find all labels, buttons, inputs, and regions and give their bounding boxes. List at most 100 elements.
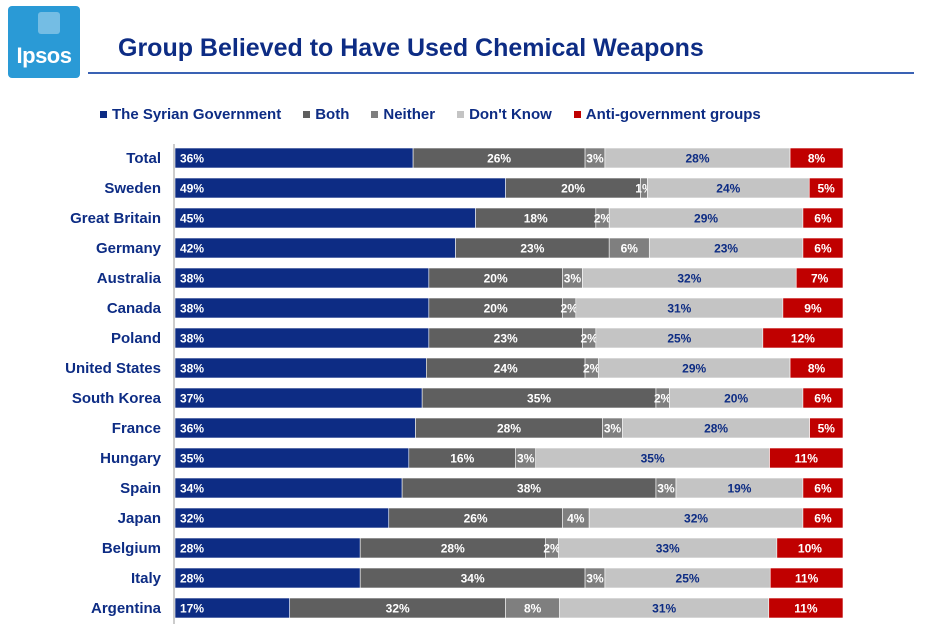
data-label: 35% <box>527 392 551 406</box>
category-label: Japan <box>118 510 161 527</box>
data-label: 28% <box>497 422 521 436</box>
data-label: 5% <box>817 182 835 196</box>
data-label: 38% <box>180 302 204 316</box>
data-label: 2% <box>560 302 578 316</box>
legend-swatch <box>100 110 107 118</box>
data-label: 26% <box>464 512 488 526</box>
bar-segment <box>174 507 390 529</box>
data-label: 31% <box>652 602 676 616</box>
data-label: 31% <box>667 302 691 316</box>
data-label: 8% <box>808 362 826 376</box>
legend-label: The Syrian Government <box>112 105 282 123</box>
data-label: 32% <box>180 512 204 526</box>
category-label: France <box>112 420 161 437</box>
data-label: 29% <box>694 212 718 226</box>
ipsos-logo: Ipsos <box>8 6 80 78</box>
data-label: 6% <box>814 482 832 496</box>
chart-legend: The Syrian Government Both Neither Don't Kn… <box>100 104 783 124</box>
data-label: 3% <box>564 272 582 286</box>
bar-segment <box>174 477 403 499</box>
data-label: 25% <box>667 332 691 346</box>
data-label: 8% <box>808 152 826 166</box>
legend-label: Neither <box>383 105 436 123</box>
data-label: 20% <box>484 302 508 316</box>
bar-segment <box>174 447 410 469</box>
category-label: United States <box>65 360 161 377</box>
title-divider <box>88 72 914 74</box>
data-label: 20% <box>561 182 585 196</box>
data-label: 11% <box>795 572 819 586</box>
category-label: Belgium <box>102 540 161 557</box>
data-label: 8% <box>524 602 542 616</box>
data-label: 35% <box>641 452 665 466</box>
bar-segment <box>802 507 844 529</box>
legend-label: Both <box>315 105 350 123</box>
data-label: 35% <box>180 452 204 466</box>
bar-segment <box>789 357 844 379</box>
bar-segment <box>174 237 456 259</box>
data-label: 6% <box>814 212 832 226</box>
data-label: 3% <box>586 152 604 166</box>
category-label: Argentina <box>91 600 162 617</box>
bar-segment <box>795 267 844 289</box>
data-label: 25% <box>676 572 700 586</box>
bar-segment <box>174 177 506 199</box>
data-label: 20% <box>484 272 508 286</box>
legend-label: Don't Know <box>469 105 552 123</box>
bar-segment <box>174 357 427 379</box>
data-label: 28% <box>441 542 465 556</box>
bar-segment <box>789 147 844 169</box>
data-label: 23% <box>520 242 544 256</box>
bar-segment <box>802 237 844 259</box>
bar-segment <box>802 387 844 409</box>
bar-segment <box>776 537 844 559</box>
bar-segment <box>809 417 844 439</box>
legend-swatch <box>303 110 311 118</box>
data-label: 45% <box>180 212 204 226</box>
data-label: 16% <box>450 452 474 466</box>
data-label: 6% <box>814 242 832 256</box>
category-label: Italy <box>131 570 162 587</box>
data-label: 17% <box>180 602 204 616</box>
bar-segment <box>782 297 844 319</box>
bar-segment <box>768 597 844 619</box>
bar-segment <box>802 207 844 229</box>
data-label: 38% <box>517 482 541 496</box>
data-label: 2% <box>654 392 672 406</box>
data-label: 18% <box>524 212 548 226</box>
data-label: 2% <box>580 332 598 346</box>
data-label: 11% <box>794 602 818 616</box>
data-label: 37% <box>180 392 204 406</box>
data-label: 2% <box>594 212 612 226</box>
data-label: 24% <box>716 182 740 196</box>
data-label: 38% <box>180 362 204 376</box>
legend-item-anti-government-groups: Anti-government groups <box>573 104 761 124</box>
logo-text: Ipsos <box>16 43 72 68</box>
data-label: 23% <box>494 332 518 346</box>
data-label: 12% <box>791 332 815 346</box>
bar-segment <box>769 567 844 589</box>
legend-swatch <box>573 110 581 118</box>
data-label: 32% <box>386 602 410 616</box>
data-label: 28% <box>180 542 204 556</box>
data-label: 24% <box>494 362 518 376</box>
category-label: Sweden <box>104 180 161 197</box>
data-label: 36% <box>180 422 204 436</box>
data-label: 3% <box>657 482 675 496</box>
legend-item-the-syrian-government: The Syrian Government <box>100 104 281 124</box>
bar-segment <box>174 327 430 349</box>
data-label: 38% <box>180 272 204 286</box>
category-label: Canada <box>107 300 162 317</box>
category-label: Great Britain <box>70 210 161 227</box>
legend-item-don-t-know: Don't Know <box>457 104 552 124</box>
data-label: 23% <box>714 242 738 256</box>
category-label: Germany <box>96 240 162 257</box>
data-label: 3% <box>604 422 622 436</box>
category-label: Poland <box>111 330 161 347</box>
data-label: 28% <box>685 152 709 166</box>
data-label: 38% <box>180 332 204 346</box>
data-label: 5% <box>818 422 836 436</box>
data-label: 19% <box>727 482 751 496</box>
data-label: 28% <box>180 572 204 586</box>
